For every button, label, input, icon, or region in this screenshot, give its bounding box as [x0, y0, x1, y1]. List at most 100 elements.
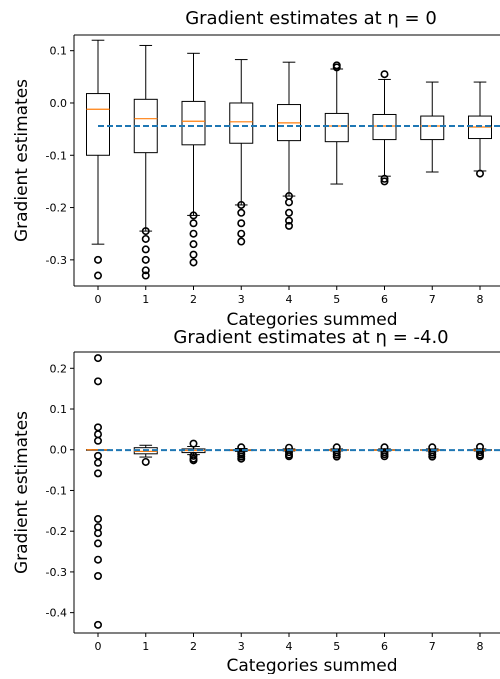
box-category-7 [420, 81, 445, 173]
x-tick-label: 6 [381, 293, 388, 306]
x-tick-label: 7 [429, 293, 436, 306]
box-category-1 [133, 44, 158, 280]
y-tick-label: 0.2 [50, 362, 68, 375]
x-tick-label: 5 [333, 293, 340, 306]
y-axis-label: Gradient estimates [12, 79, 32, 242]
x-tick-label: 6 [381, 640, 388, 653]
outlier-point [94, 430, 103, 439]
x-tick-label: 1 [142, 640, 149, 653]
box-category-4 [277, 443, 301, 461]
y-tick-label: -0.3 [46, 566, 67, 579]
chart-1: Gradient estimates at η = 0 -0.3 -0.2 -0.1 0… [12, 8, 500, 330]
x-tick-label: 5 [333, 640, 340, 653]
y-tick-label: 0.1 [50, 403, 68, 416]
box-category-7 [420, 443, 445, 461]
outlier-point [189, 258, 198, 267]
outlier-point [94, 555, 103, 564]
outlier-point [380, 174, 389, 183]
outlier-point [284, 452, 293, 461]
x-tick-label: 1 [142, 293, 149, 306]
box-iqr [420, 115, 445, 141]
y-tick-label: -0.3 [46, 254, 67, 267]
outlier-point [428, 452, 437, 461]
box-category-6 [372, 443, 397, 461]
outlier-point [94, 423, 103, 432]
outlier-point [475, 452, 484, 461]
y-tick-label: -0.1 [46, 484, 67, 497]
box-category-0 [86, 354, 110, 629]
outlier-point [237, 237, 246, 246]
outlier-point [141, 271, 150, 280]
outlier-point [94, 255, 103, 264]
outlier-point [94, 571, 103, 580]
x-tick-label: 0 [95, 640, 102, 653]
outlier-point [237, 200, 246, 209]
outlier-point [189, 229, 198, 238]
x-axis-label: Categories summed [226, 310, 397, 330]
outlier-point [94, 539, 103, 548]
outlier-point [94, 620, 103, 629]
x-tick-label: 7 [429, 640, 436, 653]
outlier-point [332, 452, 341, 461]
box-category-5 [324, 61, 349, 185]
outlier-point [284, 448, 293, 457]
x-tick-label: 4 [286, 293, 293, 306]
outlier-point [94, 529, 103, 538]
box-category-2 [181, 439, 206, 465]
outlier-point [332, 61, 341, 70]
outlier-point [141, 457, 150, 466]
x-tick-label: 3 [238, 293, 245, 306]
box-category-8 [468, 81, 492, 178]
x-tick-label: 8 [477, 293, 484, 306]
outlier-point [189, 456, 198, 465]
box-category-2 [181, 52, 206, 267]
outlier-point [94, 451, 103, 460]
y-tick-label: 0.0 [50, 444, 68, 457]
outlier-point [284, 208, 293, 217]
outlier-point [237, 219, 246, 228]
outlier-point [141, 245, 150, 254]
outlier-point [189, 439, 198, 448]
y-tick-label: 0.1 [50, 45, 68, 58]
outlier-point [94, 377, 103, 386]
box-category-5 [324, 443, 349, 461]
box-category-8 [468, 442, 492, 461]
y-axis-label: Gradient estimates [12, 411, 32, 574]
chart-title: Gradient estimates at η = 0 [185, 8, 437, 29]
outlier-point [94, 436, 103, 445]
box-iqr [181, 100, 206, 146]
outlier-point [189, 451, 198, 460]
chart-2: Gradient estimates at η = -4.0 -0.4 -0.3 -0… [12, 327, 500, 676]
outlier-point [141, 266, 150, 275]
outlier-point [141, 255, 150, 264]
x-tick-label: 0 [95, 293, 102, 306]
x-tick-label: 2 [190, 640, 197, 653]
y-tick-label: -0.1 [46, 149, 67, 162]
y-tick-label: -0.4 [46, 607, 67, 620]
outlier-point [237, 208, 246, 217]
outlier-point [475, 169, 484, 178]
box-category-4 [277, 61, 301, 230]
box-iqr [229, 102, 254, 144]
outlier-point [380, 70, 389, 79]
x-tick-label: 2 [190, 293, 197, 306]
x-tick-label: 8 [477, 640, 484, 653]
box-iqr [372, 113, 397, 141]
box-category-1 [133, 444, 158, 466]
outlier-point [284, 216, 293, 225]
box-category-3 [229, 443, 254, 463]
outlier-point [475, 448, 484, 457]
outlier-point [94, 458, 103, 467]
box-category-0 [86, 39, 110, 280]
outlier-point [237, 454, 246, 463]
box-category-3 [229, 59, 254, 246]
outlier-point [189, 211, 198, 220]
outlier-point [380, 177, 389, 186]
y-tick-label: 0.0 [50, 97, 68, 110]
outlier-point [94, 469, 103, 478]
box-category-6 [372, 70, 397, 186]
outlier-point [94, 514, 103, 523]
x-tick-label: 4 [286, 640, 293, 653]
outlier-point [189, 219, 198, 228]
